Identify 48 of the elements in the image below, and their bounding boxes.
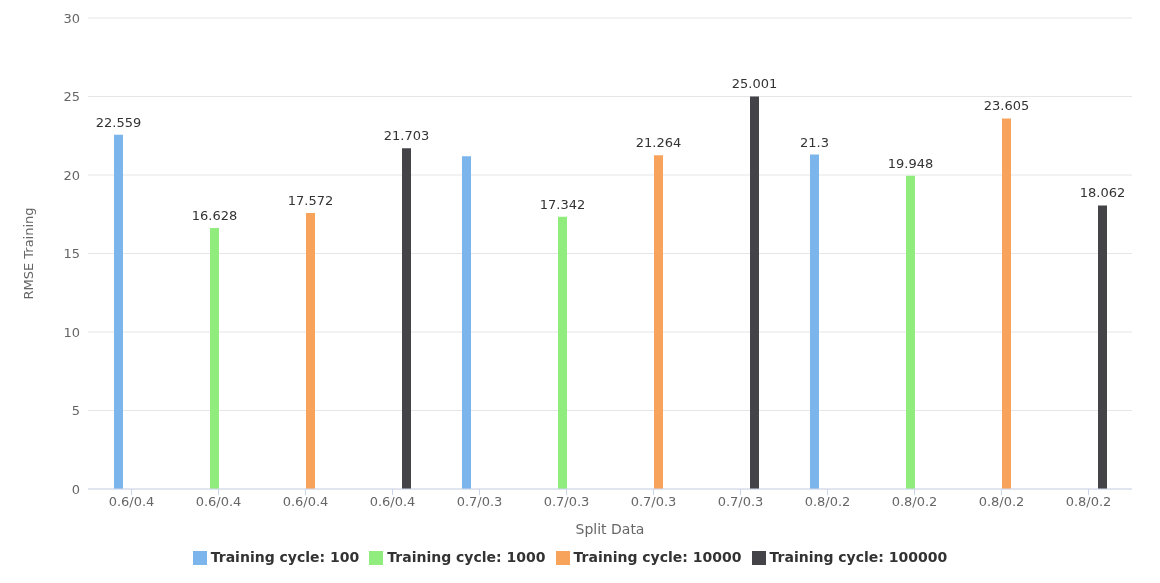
x-tick-label: 0.6/0.4 bbox=[282, 494, 329, 510]
data-label: 21.264 bbox=[635, 135, 682, 151]
bar bbox=[462, 156, 471, 489]
bar bbox=[810, 154, 819, 489]
y-tick-label: 20 bbox=[63, 167, 80, 183]
y-tick-label: 30 bbox=[63, 10, 80, 26]
legend-label: Training cycle: 10000 bbox=[573, 549, 742, 565]
y-tick-label: 0 bbox=[71, 481, 80, 497]
bar bbox=[402, 148, 411, 489]
x-tick-label: 0.6/0.4 bbox=[108, 494, 155, 510]
data-label: 25.001 bbox=[731, 76, 778, 92]
bar bbox=[210, 227, 219, 489]
data-label: 18.062 bbox=[1079, 185, 1126, 201]
y-axis-title: RMSE Training bbox=[20, 207, 36, 300]
data-label: 19.948 bbox=[887, 155, 934, 171]
bar bbox=[906, 175, 915, 489]
x-tick-label: 0.8/0.2 bbox=[1065, 494, 1112, 510]
x-tick-label: 0.7/0.3 bbox=[456, 494, 503, 510]
x-tick-label: 0.7/0.3 bbox=[630, 494, 677, 510]
y-tick-label: 15 bbox=[63, 246, 80, 262]
legend-label: Training cycle: 1000 bbox=[387, 549, 546, 565]
x-tick-label: 0.8/0.2 bbox=[891, 494, 938, 510]
x-tick-label: 0.7/0.3 bbox=[717, 494, 764, 510]
y-tick-label: 25 bbox=[63, 89, 80, 105]
legend-label: Training cycle: 100 bbox=[210, 549, 360, 565]
data-label: 23.605 bbox=[983, 98, 1030, 114]
bar bbox=[750, 96, 759, 489]
data-label: 21.703 bbox=[383, 128, 430, 144]
bar bbox=[558, 216, 567, 489]
data-label: 17.342 bbox=[539, 196, 586, 212]
bar bbox=[1098, 205, 1107, 489]
data-label: 16.628 bbox=[191, 207, 238, 223]
x-tick-label: 0.6/0.4 bbox=[195, 494, 242, 510]
legend-label: Training cycle: 100000 bbox=[769, 549, 948, 565]
bar bbox=[114, 134, 123, 489]
data-label: 17.572 bbox=[287, 193, 334, 209]
x-axis-title: Split Data bbox=[575, 521, 645, 537]
x-tick-label: 0.8/0.2 bbox=[978, 494, 1025, 510]
x-tick-label: 0.8/0.2 bbox=[804, 494, 851, 510]
x-tick-label: 0.7/0.3 bbox=[543, 494, 590, 510]
y-tick-label: 5 bbox=[71, 403, 80, 419]
bar bbox=[306, 213, 315, 489]
bar bbox=[654, 155, 663, 489]
data-label: 21.3 bbox=[800, 134, 829, 150]
x-tick-label: 0.6/0.4 bbox=[369, 494, 416, 510]
data-label: 22.559 bbox=[95, 114, 142, 130]
bar bbox=[1002, 118, 1011, 489]
y-tick-label: 10 bbox=[63, 324, 80, 340]
